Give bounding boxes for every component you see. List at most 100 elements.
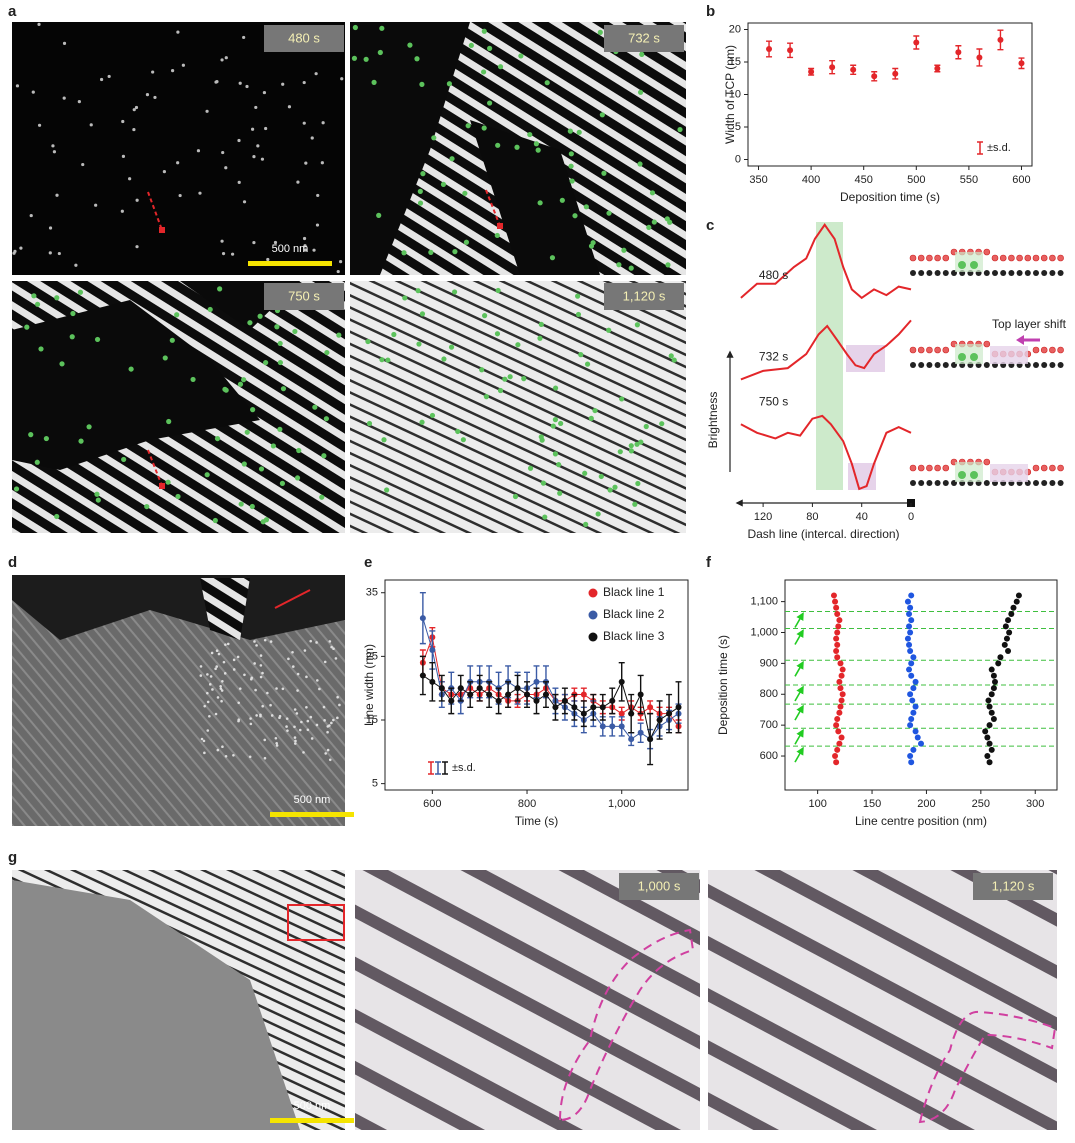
marker-dot [371, 79, 377, 85]
marker-dot [462, 190, 468, 196]
marker-dot [637, 89, 644, 95]
particle [219, 684, 222, 688]
particle [291, 650, 294, 654]
marker-dot [497, 64, 504, 70]
data-point [832, 598, 839, 605]
data-point [907, 604, 914, 611]
data-point [906, 666, 913, 673]
marker-dot [592, 407, 598, 414]
marker-dot [617, 449, 623, 455]
scale-bar [270, 812, 354, 817]
marker-dot [606, 210, 612, 216]
marker-dot [250, 407, 256, 413]
bottom-atom [918, 480, 925, 486]
data-point [834, 629, 841, 636]
data-point [647, 736, 654, 743]
data-point [833, 759, 840, 766]
series-line [422, 675, 679, 741]
marker-dot [34, 459, 40, 465]
marker-dot [643, 423, 649, 430]
marker-dot [59, 361, 65, 367]
intercalant [970, 261, 978, 269]
data-point [637, 691, 644, 698]
marker-dot [451, 289, 458, 295]
bottom-atom [1049, 270, 1056, 276]
particle [293, 736, 297, 739]
green-site [955, 344, 983, 364]
particle [55, 193, 59, 197]
bottom-atom [942, 270, 949, 276]
marker-dot [558, 420, 564, 427]
marker-dot [312, 404, 318, 410]
particle [135, 245, 139, 249]
data-point [837, 703, 844, 710]
marker-dot [277, 359, 283, 366]
data-point [990, 672, 997, 679]
particle [223, 672, 227, 675]
micrograph [350, 281, 686, 533]
outline [558, 928, 695, 1122]
shift-arrow [794, 612, 804, 628]
particle [162, 170, 166, 174]
data-point [908, 715, 915, 722]
legend-label: Black line 2 [603, 607, 665, 621]
particle [296, 180, 300, 184]
marker-dot [567, 128, 573, 134]
particle [215, 80, 219, 84]
particle [206, 700, 210, 704]
marker-dot [416, 341, 422, 347]
marker-dot [448, 344, 455, 350]
particle [208, 683, 212, 686]
particle [316, 679, 319, 682]
marker-dot [13, 486, 20, 492]
marker-dot [518, 53, 524, 59]
marker-dot [379, 25, 385, 31]
particle [206, 691, 209, 695]
marker-dot [449, 156, 455, 162]
marker-dot [363, 56, 369, 62]
marker-dot [527, 131, 533, 138]
marker-dot [169, 337, 175, 343]
data-point [976, 54, 983, 61]
marker-dot [659, 421, 665, 427]
particle [332, 647, 335, 651]
data-point [984, 753, 991, 760]
particle [107, 74, 111, 79]
marker-dot [414, 56, 420, 62]
top-atom [983, 248, 991, 256]
particle [51, 144, 55, 148]
particle [328, 724, 331, 727]
shift-arrow [794, 704, 804, 721]
data-point [838, 672, 845, 679]
bottom-atom [910, 480, 916, 486]
error-legend: ±s.d. [452, 762, 476, 774]
bottom-atom [934, 480, 941, 486]
bottom-atom [983, 362, 990, 368]
marker-dot [578, 352, 584, 358]
marker-dot [207, 306, 213, 313]
error-key [442, 761, 448, 775]
particle [211, 688, 214, 691]
particle [52, 150, 57, 154]
data-point [907, 722, 914, 729]
data-point [1002, 623, 1009, 630]
scale-label: 500 nm [272, 243, 309, 255]
top-atom [909, 254, 917, 262]
marker-dot [384, 487, 390, 493]
particle [181, 63, 185, 67]
marker-dot [568, 151, 574, 157]
marker-dot [417, 188, 423, 194]
marker-dot [601, 170, 607, 176]
panel-label: g [8, 849, 17, 866]
particle [305, 705, 308, 709]
particle [77, 100, 81, 104]
annotation: Top layer shift [992, 317, 1067, 331]
particle [259, 675, 263, 679]
marker-dot [402, 295, 408, 301]
time-badge [973, 873, 1053, 900]
data-point [448, 697, 455, 704]
stripe-region [12, 870, 345, 1130]
top-atom [909, 346, 917, 354]
data-point [836, 709, 843, 716]
top-atom [1032, 346, 1040, 354]
